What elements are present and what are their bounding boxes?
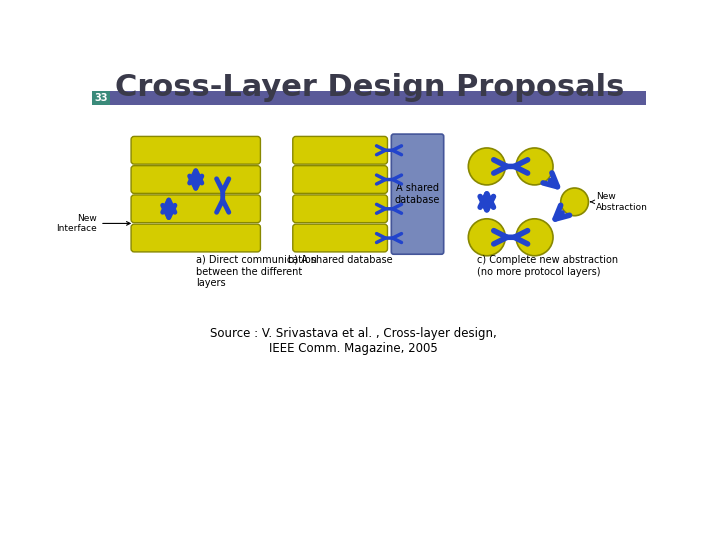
Circle shape: [561, 188, 588, 215]
FancyBboxPatch shape: [131, 137, 261, 164]
Bar: [92, 91, 647, 105]
Text: New
Interface: New Interface: [56, 214, 130, 233]
Circle shape: [516, 148, 553, 185]
FancyBboxPatch shape: [293, 224, 387, 252]
FancyBboxPatch shape: [293, 137, 387, 164]
FancyBboxPatch shape: [392, 134, 444, 254]
FancyBboxPatch shape: [131, 166, 261, 193]
Text: b) A shared database: b) A shared database: [288, 255, 392, 265]
FancyBboxPatch shape: [293, 195, 387, 222]
Text: a) Direct communication
between the different
layers: a) Direct communication between the diff…: [196, 255, 317, 288]
Circle shape: [516, 219, 553, 256]
Text: c) Complete new abstraction
(no more protocol layers): c) Complete new abstraction (no more pro…: [477, 255, 618, 276]
Circle shape: [468, 219, 505, 256]
Text: New
Abstraction: New Abstraction: [590, 192, 648, 212]
Text: Source : V. Srivastava et al. , Cross-layer design,
IEEE Comm. Magazine, 2005: Source : V. Srivastava et al. , Cross-la…: [210, 327, 497, 355]
Bar: [92, 91, 110, 105]
Text: 33: 33: [94, 93, 108, 103]
FancyBboxPatch shape: [131, 195, 261, 222]
Circle shape: [468, 148, 505, 185]
Text: Cross-Layer Design Proposals: Cross-Layer Design Proposals: [115, 73, 624, 103]
FancyBboxPatch shape: [131, 224, 261, 252]
Text: A shared
database: A shared database: [395, 184, 440, 205]
FancyBboxPatch shape: [293, 166, 387, 193]
